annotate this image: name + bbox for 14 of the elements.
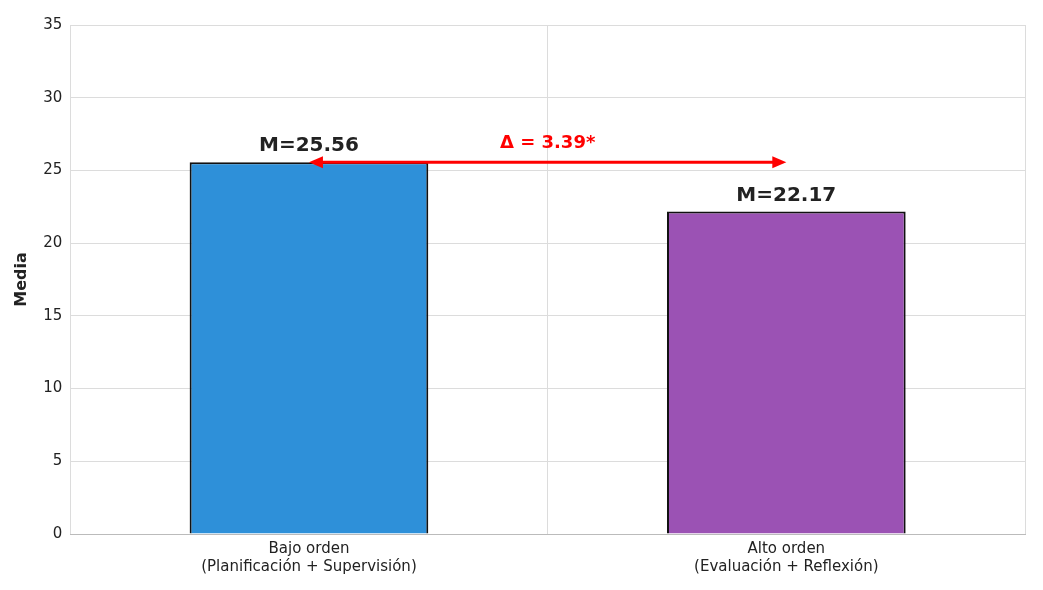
y-tick-label: 0 [52,523,63,542]
y-axis-title: Media [10,252,30,307]
y-tick-label: 5 [52,451,63,470]
y-tick-label: 10 [43,378,63,397]
y-tick-label: 30 [43,87,63,106]
data-label: M=22.17 [736,181,837,206]
data-label: M=25.56 [259,132,359,157]
annotation: Δ = 3.39* [499,130,596,152]
y-tick-label: 25 [43,160,63,179]
y-tick-label: 35 [43,14,63,33]
y-tick-label: 20 [43,233,63,252]
x-tick-label: Bajo orden (Planificación + Supervisión) [201,538,417,575]
y-tick-label: 15 [43,305,63,324]
x-tick-label: Alto orden (Evaluación + Reflexión) [694,538,879,575]
